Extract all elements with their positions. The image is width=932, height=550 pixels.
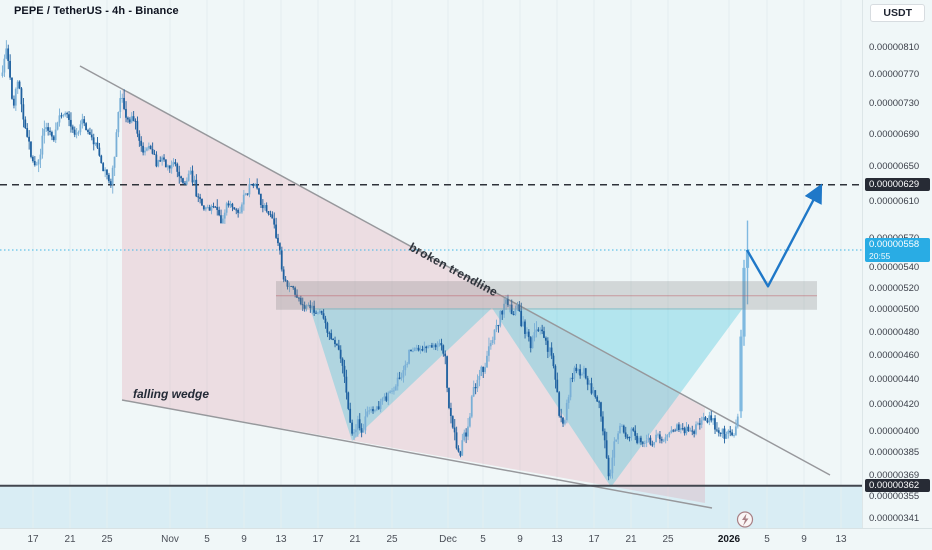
time-tick-label: 17 bbox=[27, 534, 39, 545]
time-axis[interactable]: 17 21 25 Nov 5 9 13 17 21 25 Dec 5 9 13 17 21 25 2026 5 9 13 bbox=[0, 528, 932, 550]
time-tick-label: 25 bbox=[662, 534, 674, 545]
price-level-badge: 0.00000558 20:55 bbox=[865, 237, 930, 262]
time-tick-label: 5 bbox=[480, 534, 486, 545]
price-tick-label: 0.00000385 bbox=[869, 446, 920, 458]
time-tick-label: 9 bbox=[801, 534, 807, 545]
price-chart-canvas[interactable] bbox=[0, 0, 862, 528]
lightning-marker-icon bbox=[736, 511, 754, 528]
price-tick-label: 0.00000520 bbox=[869, 282, 920, 294]
price-axis[interactable]: 0.00000810 0.00000770 0.00000730 0.00000690… bbox=[862, 0, 932, 528]
upper-trendline[interactable] bbox=[79, 65, 831, 476]
currency-badge[interactable]: USDT bbox=[870, 4, 925, 22]
time-tick-label: Dec bbox=[439, 534, 457, 545]
price-tick-label: 0.00000770 bbox=[869, 69, 920, 81]
w-pattern-triangle-2[interactable] bbox=[492, 308, 743, 487]
falling-wedge-label[interactable]: falling wedge bbox=[133, 387, 210, 401]
price-tick-label: 0.00000540 bbox=[869, 262, 920, 274]
w-pattern-triangle-1[interactable] bbox=[310, 308, 492, 441]
time-tick-label: 9 bbox=[517, 534, 523, 545]
time-tick-label: 25 bbox=[101, 534, 113, 545]
time-tick-label: 5 bbox=[764, 534, 770, 545]
price-tick-label: 0.00000730 bbox=[869, 98, 920, 110]
time-tick-label: Nov bbox=[161, 534, 179, 545]
candlestick-series bbox=[1, 40, 750, 481]
time-tick-label: 17 bbox=[588, 534, 600, 545]
symbol-title: PEPE / TetherUS - 4h - Binance bbox=[14, 5, 179, 17]
price-tick-label: 0.00000480 bbox=[869, 326, 920, 338]
price-tick-label: 0.00000420 bbox=[869, 399, 920, 411]
price-tick-label: 0.00000650 bbox=[869, 161, 920, 173]
time-tick-label: 21 bbox=[64, 534, 76, 545]
projection-arrow[interactable] bbox=[745, 183, 823, 288]
price-tick-label: 0.00000810 bbox=[869, 41, 920, 53]
price-tick-label: 0.00000355 bbox=[869, 490, 920, 502]
time-tick-label: 9 bbox=[241, 534, 247, 545]
price-tick-label: 0.00000460 bbox=[869, 349, 920, 361]
time-tick-label: 2026 bbox=[717, 534, 741, 545]
price-tick-label: 0.00000369 bbox=[869, 469, 920, 481]
price-tick-label: 0.00000400 bbox=[869, 425, 920, 437]
time-tick-label: 13 bbox=[835, 534, 847, 545]
time-tick-label: 13 bbox=[275, 534, 287, 545]
time-tick-label: 25 bbox=[386, 534, 398, 545]
time-tick-label: 21 bbox=[349, 534, 361, 545]
price-level-badge: 0.00000362 bbox=[865, 479, 930, 493]
chart-plot-area[interactable]: PEPE / TetherUS - 4h - Binance broken tr… bbox=[0, 0, 862, 528]
price-level-badge: 0.00000629 bbox=[865, 178, 930, 192]
lower-trendline[interactable] bbox=[121, 399, 713, 509]
price-tick-label: 0.00000341 bbox=[869, 512, 920, 524]
time-tick-label: 21 bbox=[625, 534, 637, 545]
price-tick-label: 0.00000690 bbox=[869, 128, 920, 140]
price-tick-label: 0.00000500 bbox=[869, 304, 920, 316]
time-tick-label: 13 bbox=[551, 534, 563, 545]
time-tick-label: 5 bbox=[204, 534, 210, 545]
time-tick-label: 17 bbox=[312, 534, 324, 545]
price-tick-label: 0.00000440 bbox=[869, 373, 920, 385]
price-tick-label: 0.00000610 bbox=[869, 195, 920, 207]
lower-band bbox=[0, 485, 862, 528]
